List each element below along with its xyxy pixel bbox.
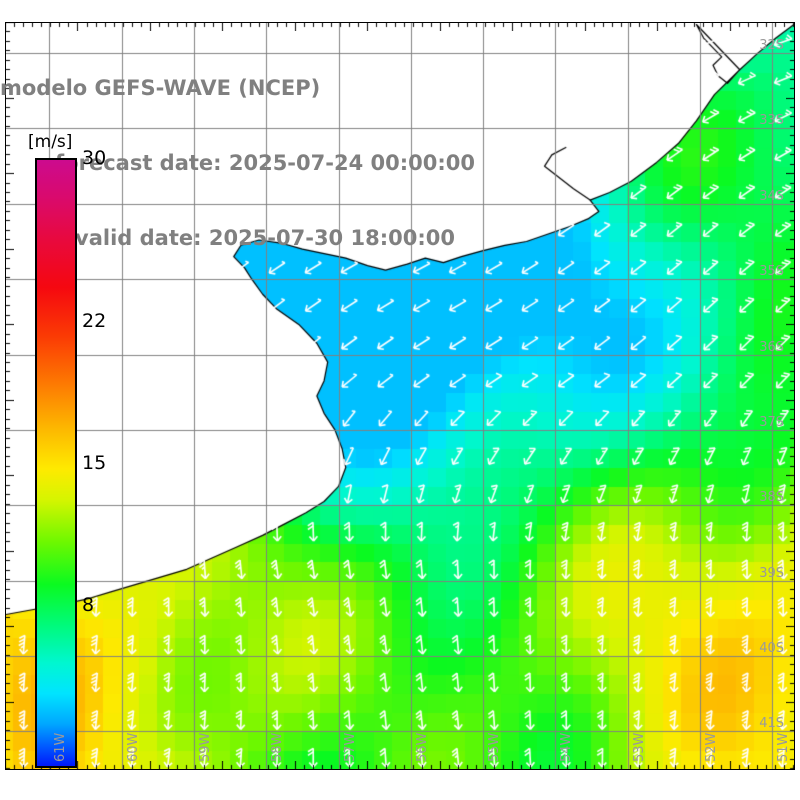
latitude-label-40S: 40S [759,640,784,656]
longitude-label-54W: 54W [559,732,575,762]
latitude-label-34S: 34S [759,188,784,204]
latitude-label-41S: 41S [759,716,784,732]
longitude-label-60W: 60W [125,732,141,762]
colorbar[interactable] [35,158,77,768]
longitude-label-52W: 52W [704,732,720,762]
colorbar-tick-15: 15 [82,452,107,474]
colorbar-tick-8: 8 [82,594,95,617]
longitude-label-57W: 57W [342,732,358,762]
latitude-label-35S: 35S [759,264,784,280]
longitude-label-59W: 59W [197,732,213,762]
graticule-grid [6,23,794,769]
longitude-label-53W: 53W [631,732,647,762]
axis-ticks-bottom [5,761,795,770]
longitude-label-58W: 58W [270,732,286,762]
colorbar-gradient [35,158,77,768]
colorbar-tick-30: 30 [82,147,107,169]
latitude-label-39S: 39S [759,565,784,581]
latitude-label-32S: 32S [759,38,784,54]
latitude-label-33S: 33S [759,113,784,129]
axis-ticks-left [5,22,14,770]
latitude-label-36S: 36S [759,339,784,355]
longitude-label-61W: 61W [53,732,69,762]
longitude-label-51W: 51W [776,732,792,762]
map-plot-area[interactable] [5,22,795,770]
longitude-label-55W: 55W [487,732,503,762]
latitude-label-38S: 38S [759,490,784,506]
colorbar-tick-22: 22 [82,309,107,332]
colorbar-unit-label: [m/s] [28,132,73,152]
axis-ticks-right [786,22,795,770]
latitude-label-37S: 37S [759,414,784,430]
axis-ticks-top [5,22,795,31]
longitude-label-56W: 56W [414,732,430,762]
